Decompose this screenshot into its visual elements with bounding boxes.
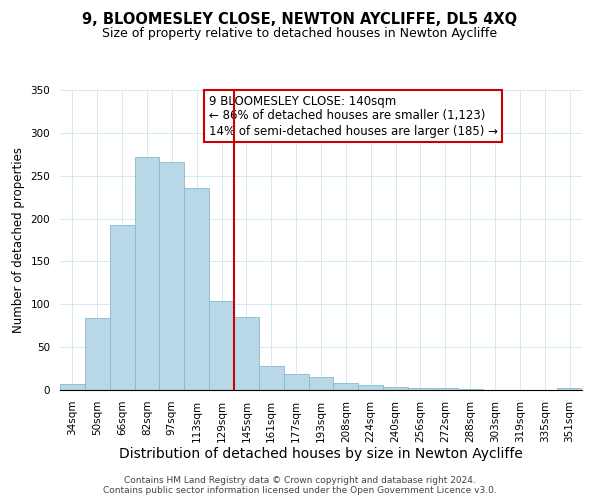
Bar [383, 388, 408, 390]
Bar [557, 388, 582, 390]
Bar [284, 374, 308, 390]
Bar [433, 388, 458, 390]
Bar [60, 384, 85, 390]
Bar [358, 385, 383, 390]
Bar [209, 301, 234, 390]
Text: Size of property relative to detached houses in Newton Aycliffe: Size of property relative to detached ho… [103, 28, 497, 40]
X-axis label: Distribution of detached houses by size in Newton Aycliffe: Distribution of detached houses by size … [119, 448, 523, 462]
Bar [85, 318, 110, 390]
Bar [308, 377, 334, 390]
Bar [458, 389, 482, 390]
Text: 9 BLOOMESLEY CLOSE: 140sqm
← 86% of detached houses are smaller (1,123)
14% of s: 9 BLOOMESLEY CLOSE: 140sqm ← 86% of deta… [209, 94, 498, 138]
Bar [234, 317, 259, 390]
Text: Contains HM Land Registry data © Crown copyright and database right 2024.: Contains HM Land Registry data © Crown c… [124, 476, 476, 485]
Bar [259, 366, 284, 390]
Bar [408, 388, 433, 390]
Bar [160, 162, 184, 390]
Bar [334, 383, 358, 390]
Bar [134, 157, 160, 390]
Text: Contains public sector information licensed under the Open Government Licence v3: Contains public sector information licen… [103, 486, 497, 495]
Text: 9, BLOOMESLEY CLOSE, NEWTON AYCLIFFE, DL5 4XQ: 9, BLOOMESLEY CLOSE, NEWTON AYCLIFFE, DL… [82, 12, 518, 28]
Bar [184, 188, 209, 390]
Y-axis label: Number of detached properties: Number of detached properties [12, 147, 25, 333]
Bar [110, 226, 134, 390]
